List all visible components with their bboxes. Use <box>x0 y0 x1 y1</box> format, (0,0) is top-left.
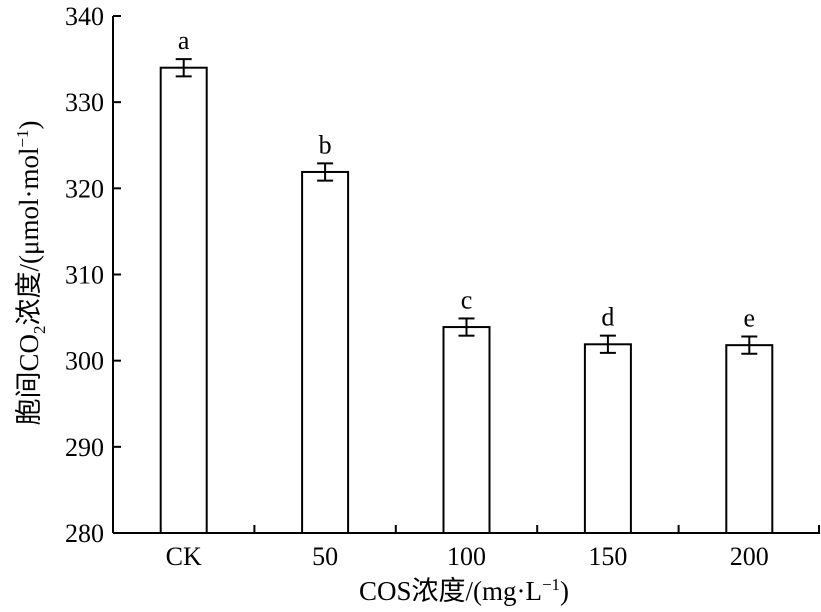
x-tick-label: 50 <box>312 542 338 571</box>
x-axis-title: COS浓度/(mg·L−1) <box>359 575 569 606</box>
error-bars <box>175 58 758 355</box>
x-tick-label: 200 <box>730 542 769 571</box>
y-tick-label: 310 <box>65 261 104 290</box>
significance-label-100: c <box>461 285 473 314</box>
y-tick-label: 300 <box>65 347 104 376</box>
x-tick-label: CK <box>166 542 202 571</box>
y-tick-label: 320 <box>65 174 104 203</box>
bars <box>159 66 774 535</box>
bar-50 <box>301 170 350 534</box>
x-tick-label: 150 <box>588 542 627 571</box>
bar-150 <box>583 343 632 535</box>
y-axis-title-superscript: −1 <box>13 129 32 147</box>
x-axis-title-suffix: ) <box>560 576 569 606</box>
y-tick-label: 330 <box>65 88 104 117</box>
significance-labels: a b c d e <box>178 26 755 332</box>
significance-label-50: b <box>319 130 332 159</box>
y-axis-title-part2: 浓度/(μmol·mol <box>14 148 44 326</box>
y-tick-label: 280 <box>65 519 104 548</box>
significance-label-CK: a <box>178 26 190 55</box>
bar-CK <box>159 66 208 534</box>
significance-label-150: d <box>601 303 614 332</box>
bar-100 <box>442 326 491 535</box>
significance-label-200: e <box>744 304 756 333</box>
y-tick-label: 340 <box>65 2 104 31</box>
y-axis-title: 胞间CO2浓度/(μmol·mol−1) <box>13 120 49 425</box>
y-tick-label: 290 <box>65 433 104 462</box>
y-axis: 280 290 300 310 320 330 340 <box>65 2 121 548</box>
bar-200 <box>725 344 774 535</box>
y-axis-title-suffix: ) <box>14 120 44 129</box>
y-axis-title-subscript: 2 <box>30 326 49 335</box>
x-tick-label: 100 <box>447 542 486 571</box>
x-axis-title-superscript: −1 <box>542 575 560 594</box>
